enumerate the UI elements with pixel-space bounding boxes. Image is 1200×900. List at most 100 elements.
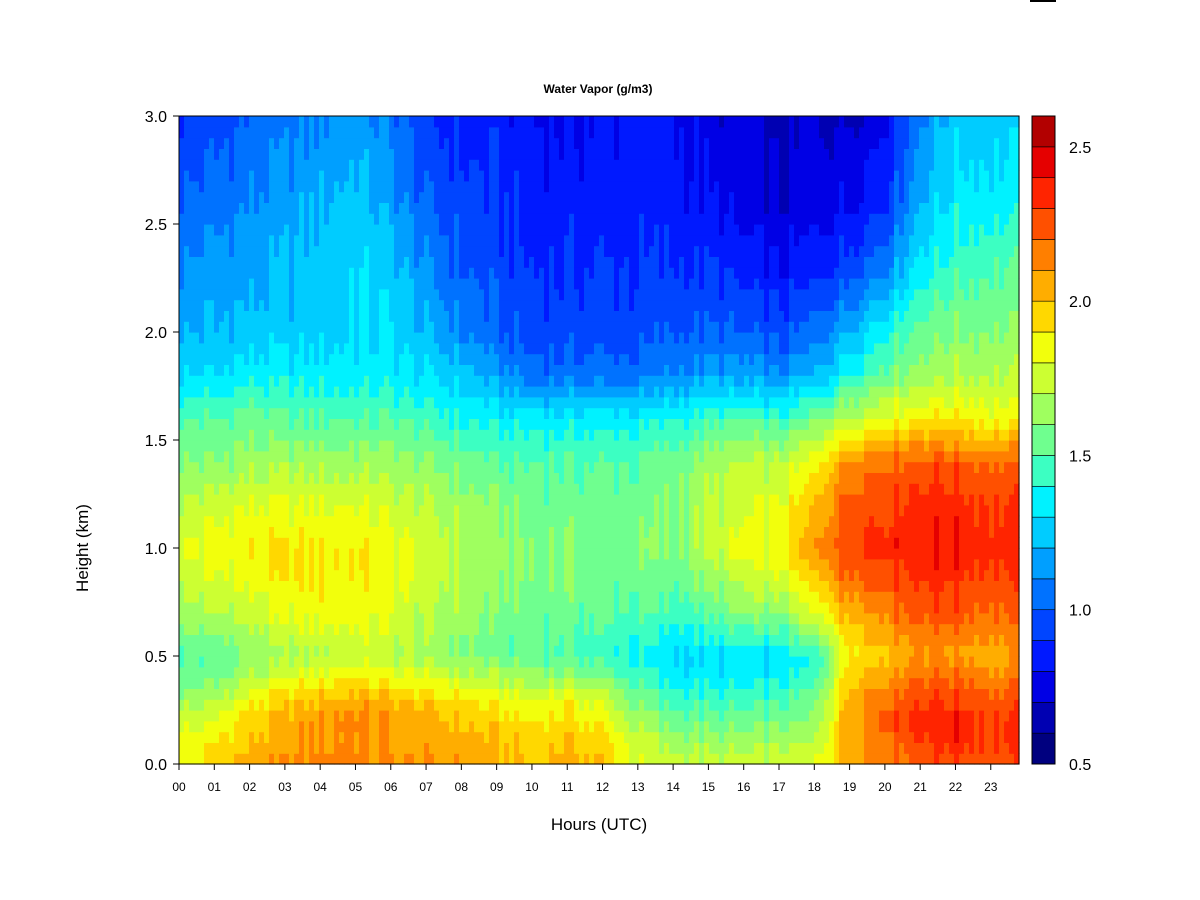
heatmap-cell [534,342,540,355]
heatmap-cell [394,623,400,635]
heatmap-cell [409,504,415,517]
heatmap-cell [559,440,565,452]
heatmap-cell [254,429,260,441]
heatmap-cell [239,602,245,614]
heatmap-cell [219,267,225,279]
heatmap-cell [284,299,290,311]
heatmap-cell [314,558,320,571]
heatmap-cell [479,483,485,495]
heatmap-cell [579,461,585,473]
heatmap-cell [574,504,580,517]
heatmap-cell [529,170,535,182]
heatmap-cell [184,332,190,344]
heatmap-cell [239,612,245,625]
heatmap-cell [239,634,245,646]
heatmap-cell [199,353,205,365]
heatmap-cell [249,234,255,247]
heatmap-cell [279,332,285,344]
heatmap-cell [319,375,325,387]
heatmap-cell [524,623,530,635]
heatmap-cell [334,407,340,419]
heatmap-cell [264,245,270,257]
heatmap-cell [294,710,300,722]
heatmap-cell [244,278,250,290]
heatmap-cell [474,256,480,268]
heatmap-cell [544,720,550,733]
heatmap-cell [589,720,595,733]
heatmap-cell [249,159,255,171]
heatmap-cell [284,580,290,592]
heatmap-cell [529,353,535,365]
heatmap-cell [384,180,390,193]
heatmap-cell [284,494,290,506]
heatmap-cell [569,612,575,625]
heatmap-cell [229,494,235,506]
heatmap-cell [294,224,300,236]
heatmap-cell [519,656,525,668]
heatmap-cell [259,180,265,193]
heatmap-cell [329,180,335,193]
heatmap-cell [359,116,365,128]
heatmap-cell [454,332,460,344]
heatmap-cell [249,342,255,355]
heatmap-cell [264,202,270,214]
heatmap-cell [374,440,380,452]
heatmap-cell [344,407,350,419]
heatmap-cell [514,267,520,279]
heatmap-cell [394,548,400,560]
heatmap-cell [534,159,540,171]
heatmap-cell [479,278,485,290]
heatmap-cell [214,591,220,603]
heatmap-cell [279,731,285,743]
heatmap-cell [394,720,400,733]
heatmap-cell [344,645,350,657]
heatmap-cell [314,116,320,128]
heatmap-cell [329,234,335,247]
heatmap-cell [454,558,460,571]
heatmap-cell [454,288,460,301]
heatmap-cell [559,537,565,549]
heatmap-cell [509,461,515,473]
heatmap-cell [559,321,565,333]
heatmap-cell [209,483,215,495]
heatmap-cell [179,213,185,225]
heatmap-cell [329,332,335,344]
heatmap-cell [289,299,295,311]
heatmap-cell [279,699,285,711]
heatmap-cell [379,440,385,452]
heatmap-cell [434,580,440,592]
heatmap-cell [214,472,220,484]
heatmap-cell [494,159,500,171]
heatmap-cell [289,375,295,387]
heatmap-cell [559,742,565,754]
heatmap-cell [349,321,355,333]
heatmap-cell [214,267,220,279]
heatmap-cell [509,472,515,484]
heatmap-cell [364,267,370,279]
heatmap-cell [499,213,505,225]
heatmap-cell [544,234,550,247]
heatmap-cell [374,688,380,700]
heatmap-cell [229,548,235,560]
heatmap-cell [409,494,415,506]
heatmap-cell [589,126,595,139]
heatmap-cell [194,159,200,171]
heatmap-cell [279,569,285,581]
heatmap-cell [224,450,230,463]
heatmap-cell [589,602,595,614]
heatmap-cell [399,126,405,139]
heatmap-cell [394,148,400,160]
heatmap-cell [404,256,410,268]
heatmap-cell [474,699,480,711]
heatmap-cell [179,634,185,646]
heatmap-cell [204,191,210,203]
heatmap-cell [509,526,515,538]
heatmap-cell [349,234,355,247]
heatmap-cell [229,396,235,409]
heatmap-cell [289,418,295,430]
heatmap-cell [364,742,370,754]
heatmap-cell [504,742,510,754]
heatmap-cell [404,645,410,657]
heatmap-cell [549,170,555,182]
heatmap-cell [454,202,460,214]
